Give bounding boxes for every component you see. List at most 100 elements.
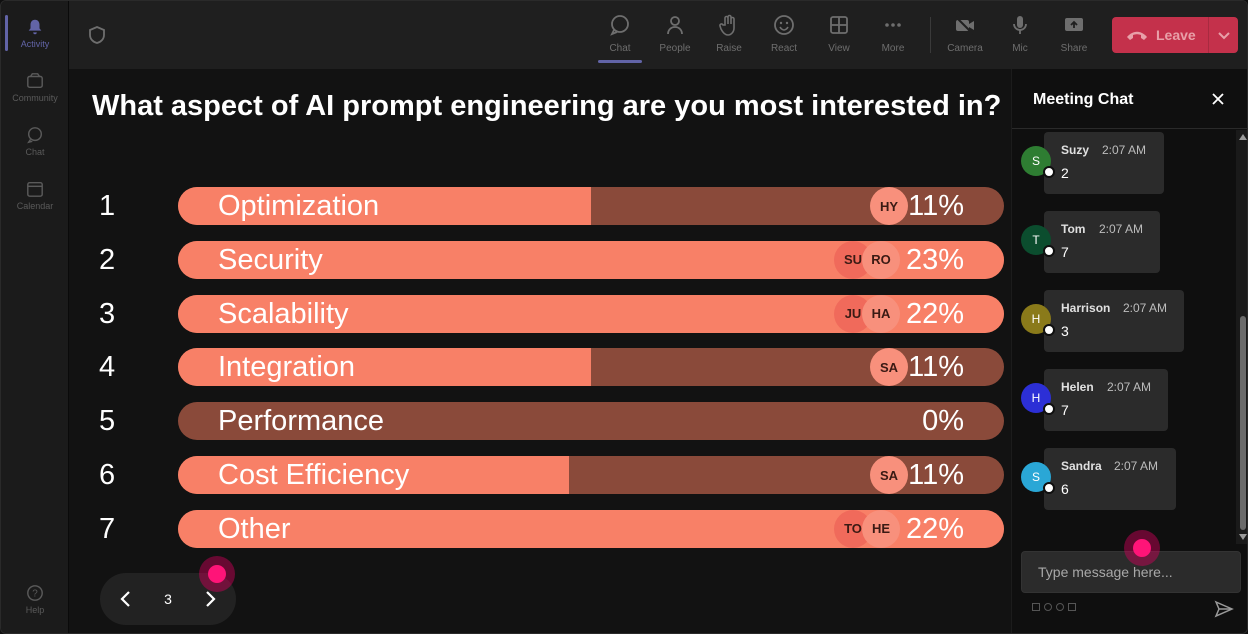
toolbar-button-label: Camera [947, 43, 983, 54]
rail-item-label: Activity [20, 38, 50, 49]
toolbar-button-label: Share [1060, 43, 1088, 54]
scroll-down-arrow[interactable] [1239, 534, 1247, 540]
people-icon [667, 16, 683, 35]
poll-option-percent: 0% [922, 405, 964, 438]
voter-avatar[interactable]: HE [862, 509, 900, 548]
chat-message-list[interactable]: Suzy 2:07 AM 2 S Tom 2:07 AM 7 T Harrison 2:07 AM… [1012, 130, 1236, 544]
toolbar-divider [930, 17, 931, 53]
message-author: Suzy [1061, 143, 1090, 157]
scroll-up-arrow[interactable] [1239, 134, 1247, 140]
poll-option-number: 6 [99, 459, 116, 491]
poll-option-percent: 23% [905, 243, 964, 276]
toolbar-chat-button[interactable]: Chat [596, 9, 644, 63]
toolbar-mic-button[interactable]: Mic [996, 9, 1044, 61]
chat-message[interactable]: Sandra 2:07 AM 6 S [1020, 448, 1184, 510]
chat-message[interactable]: Suzy 2:07 AM 2 S [1020, 132, 1172, 194]
emoji-icon[interactable] [1056, 603, 1064, 611]
message-text: 3 [1061, 323, 1069, 339]
rail-item-label: Calendar [16, 200, 54, 211]
voter-avatar[interactable]: SA [870, 456, 908, 494]
message-text: 7 [1061, 402, 1069, 418]
poll-option-number: 1 [99, 190, 116, 222]
poll-option-bar: Performance 0% [178, 402, 1004, 441]
toolbar-share-button[interactable]: Share [1050, 9, 1098, 61]
chat-message[interactable]: Tom 2:07 AM 7 T [1020, 211, 1168, 273]
message-author: Sandra [1061, 459, 1102, 473]
page-number: 3 [164, 591, 172, 607]
toolbar-button-label: More [881, 43, 905, 54]
poll-option-bar: Scalability 22% JU HA [178, 294, 1004, 333]
pointer-highlight [1124, 530, 1160, 566]
rail-item-label: Chat [25, 146, 45, 157]
toolbar-people-button[interactable]: People [651, 9, 699, 61]
close-icon[interactable] [1210, 91, 1226, 107]
poll-option-fill [178, 187, 591, 225]
chat-message[interactable]: Helen 2:07 AM 7 H [1020, 369, 1176, 431]
poll-option-label: Scalability [218, 297, 349, 330]
bell-icon [28, 19, 42, 34]
message-time: 2:07 AM [1114, 459, 1159, 473]
leave-button[interactable]: Leave [1112, 17, 1238, 53]
chat-compose-box[interactable] [1021, 551, 1241, 593]
send-icon[interactable] [1214, 599, 1234, 619]
rail-item-chat[interactable]: Chat [1, 115, 69, 167]
poll-question: What aspect of AI prompt engineering are… [92, 90, 1002, 122]
message-bubble: Suzy 2:07 AM 2 [1044, 132, 1164, 194]
poll-option-bar: Integration 11% SA [178, 348, 1004, 387]
share-icon [1065, 18, 1083, 31]
message-text: 6 [1061, 481, 1069, 497]
shield-icon[interactable] [87, 25, 107, 45]
leave-options-button[interactable] [1208, 17, 1238, 53]
camera-off-icon [955, 16, 974, 35]
gif-icon[interactable] [1068, 603, 1076, 611]
attach-icon[interactable] [1044, 603, 1052, 611]
voter-avatar[interactable]: RO [862, 240, 900, 279]
message-bubble: Sandra 2:07 AM 6 [1044, 448, 1176, 510]
scroll-thumb[interactable] [1240, 316, 1246, 530]
presence-status-icon [1043, 482, 1055, 494]
message-author: Tom [1061, 222, 1086, 236]
toolbar-react-button[interactable]: React [760, 9, 808, 61]
rail-item-calendar[interactable]: Calendar [1, 169, 69, 221]
poll-option-row: 1 Optimization 11% HY [69, 187, 1011, 225]
toolbar-button-label: Mic [1012, 43, 1028, 54]
poll-option-label: Other [218, 512, 291, 545]
meeting-chat-panel: Meeting Chat Suzy 2:07 AM 2 S Tom 2:07 AM 7 T Ha… [1011, 69, 1247, 633]
poll-option-number: 3 [99, 297, 116, 330]
toolbar-camera-button[interactable]: Camera [941, 9, 989, 61]
poll-option-row: 6 Cost Efficiency 11% SA [69, 456, 1011, 494]
toolbar-button-label: Chat [609, 43, 631, 54]
poll-option-fill [178, 348, 591, 387]
chat-message[interactable]: Harrison 2:07 AM 3 H [1020, 290, 1192, 352]
message-text: 2 [1061, 165, 1069, 181]
toolbar-raise-button[interactable]: Raise [705, 9, 753, 61]
toolbar-view-button[interactable]: View [815, 9, 863, 61]
voter-avatar[interactable]: HA [862, 294, 900, 333]
poll-option-row: 2 Security 23% SU RO [69, 240, 1011, 279]
rail-item-help[interactable]: ? Help [1, 573, 69, 625]
toolbar-more-button[interactable]: More [869, 9, 917, 61]
poll-option-label: Optimization [218, 190, 380, 222]
chat-message-input[interactable] [1022, 552, 1240, 592]
rail-item-label: Help [25, 604, 45, 615]
chevron-left-icon[interactable] [114, 587, 138, 611]
toolbar-button-label: Raise [716, 43, 742, 54]
poll-option-label: Performance [218, 405, 385, 438]
voter-avatar[interactable]: HY [870, 187, 908, 225]
rail-item-activity[interactable]: Activity [1, 7, 69, 59]
poll-option-bar: Other 22% TO HE [178, 509, 1004, 548]
svg-text:?: ? [32, 588, 38, 599]
voter-avatar[interactable]: SA [870, 348, 908, 387]
more-icon [885, 23, 901, 27]
format-icon[interactable] [1032, 603, 1040, 611]
poll-results: What aspect of AI prompt engineering are… [69, 69, 1011, 633]
chevron-right-icon[interactable] [198, 587, 222, 611]
rail-item-community[interactable]: Community [1, 61, 69, 113]
chat-header: Meeting Chat [1012, 69, 1247, 129]
poll-option-label: Security [218, 243, 323, 276]
toolbar-button-label: View [828, 43, 850, 54]
presence-status-icon [1043, 166, 1055, 178]
community-icon [27, 72, 43, 88]
chat-scrollbar[interactable] [1236, 130, 1247, 544]
